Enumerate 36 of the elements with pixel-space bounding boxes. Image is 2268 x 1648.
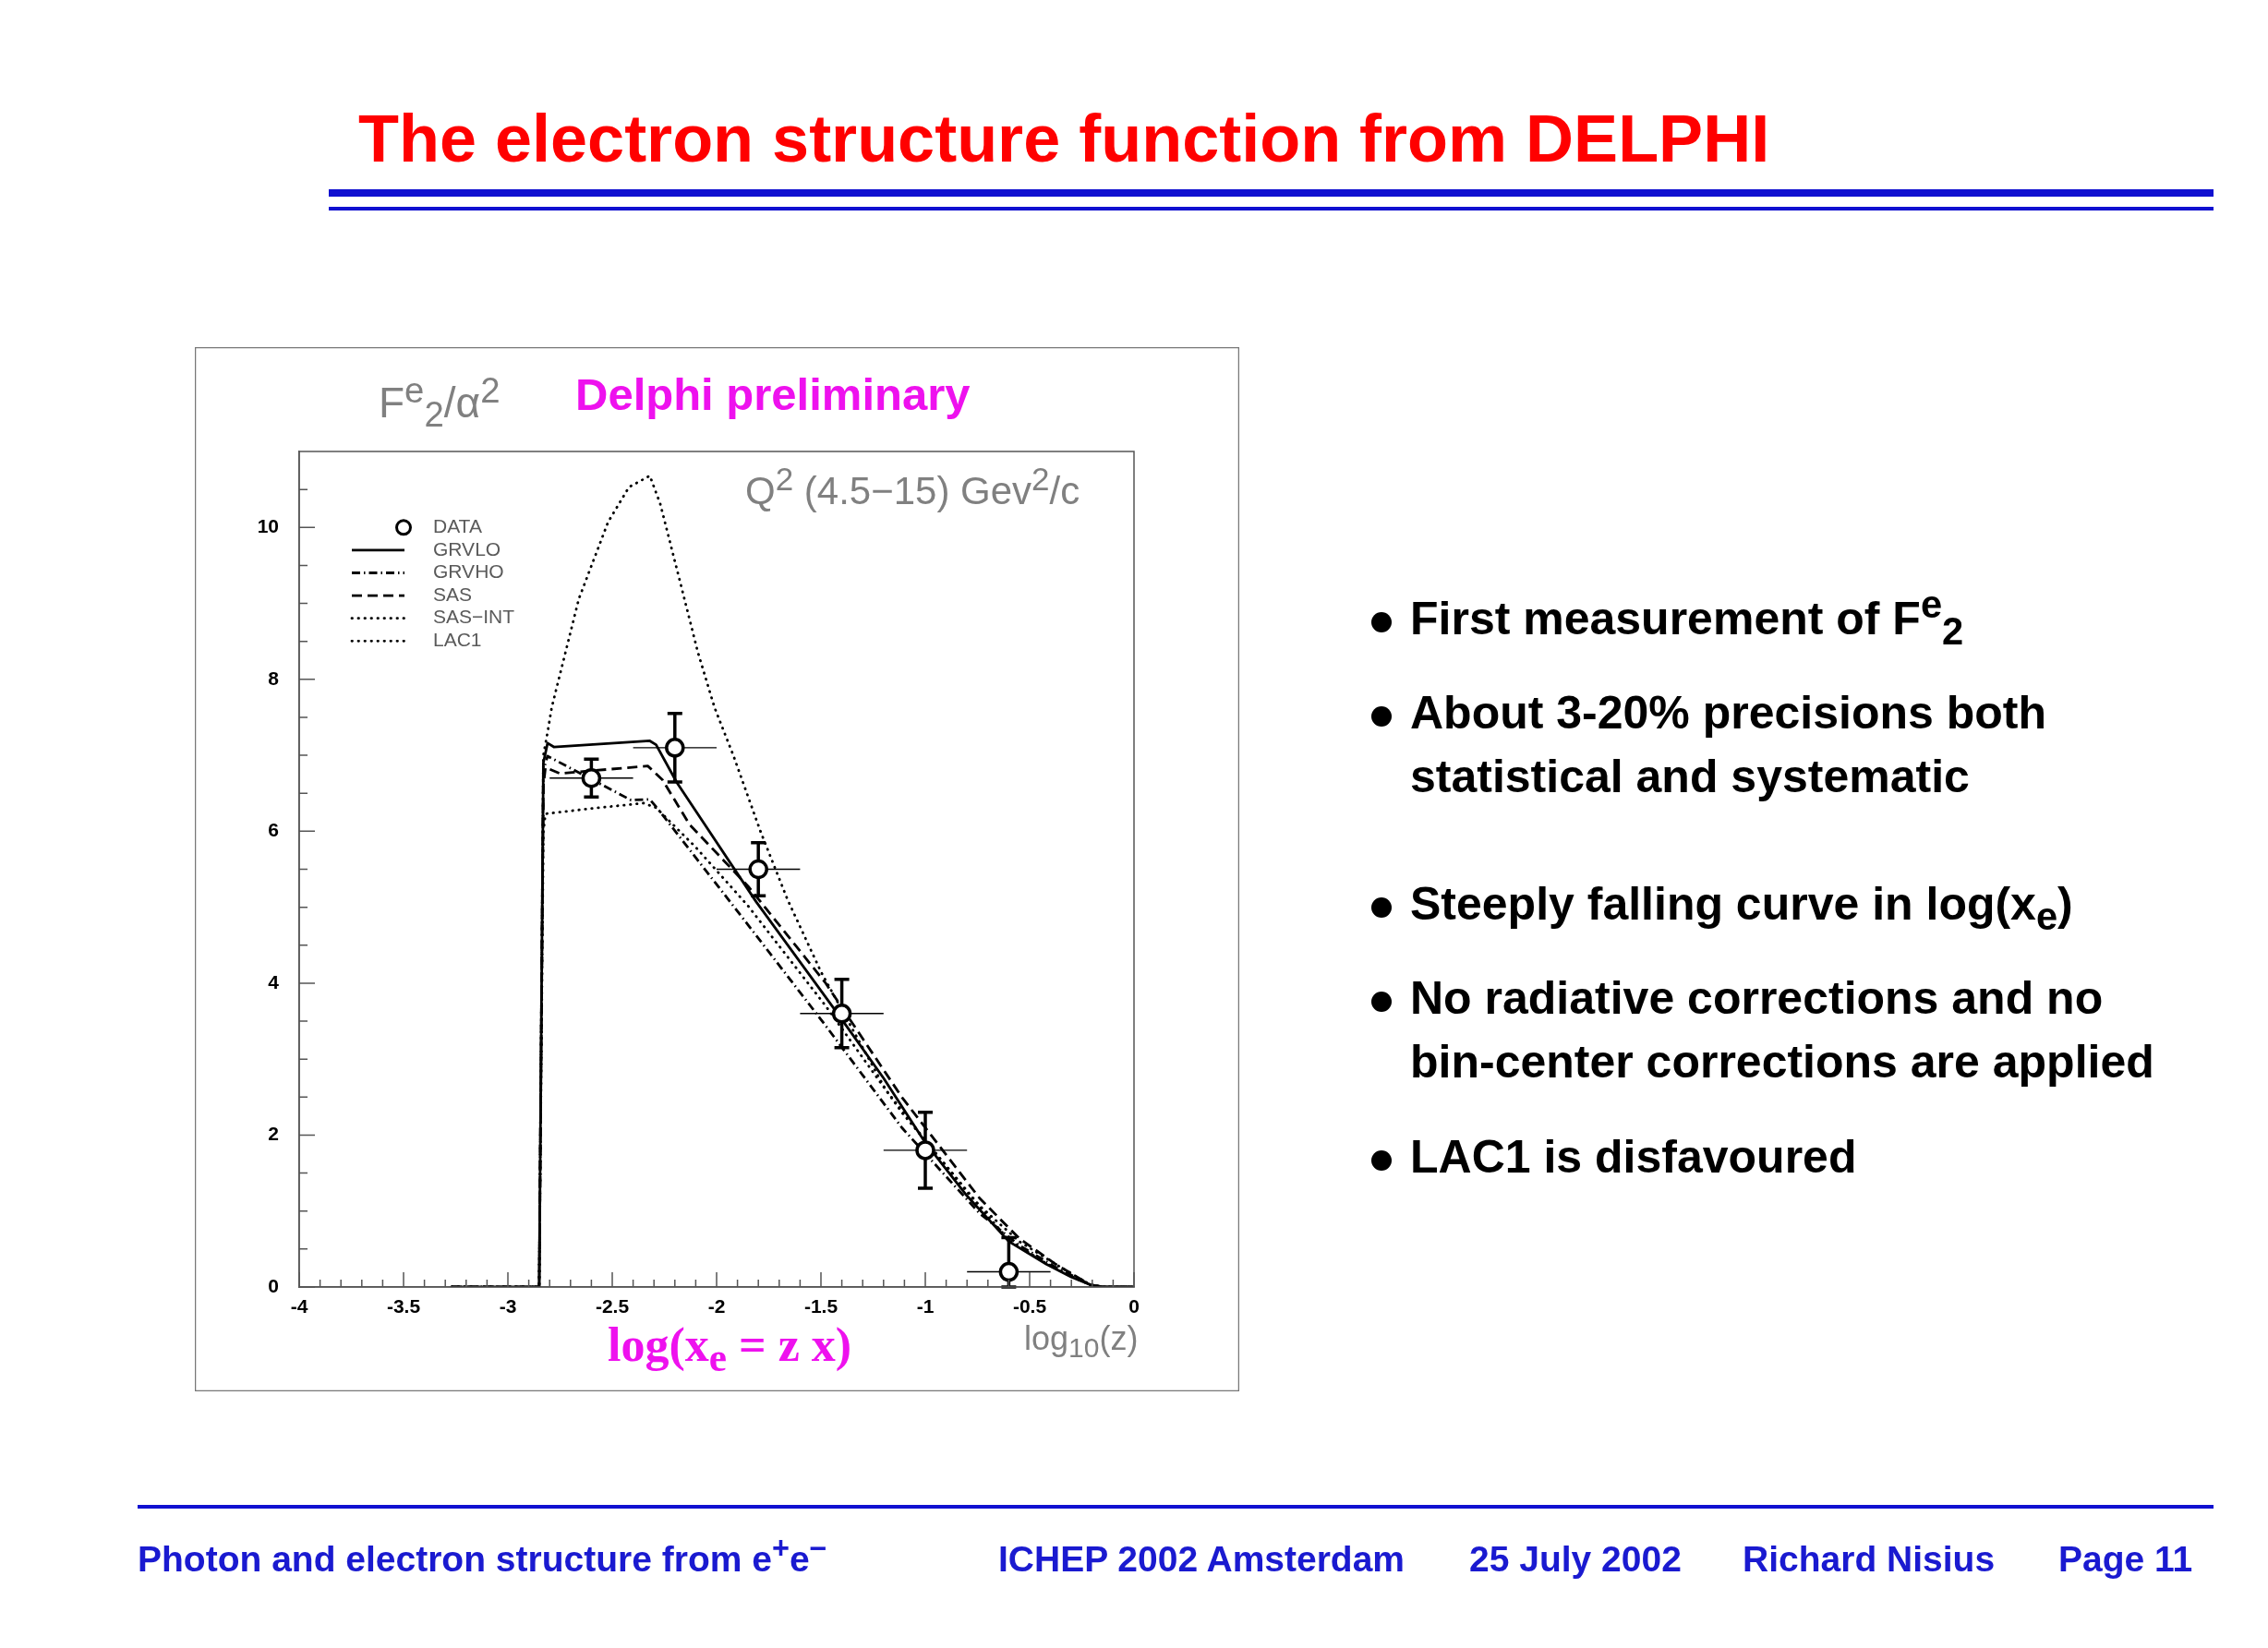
y-tick-label: 2: [268, 1123, 279, 1145]
text: LAC1 is disfavoured: [1410, 1130, 1858, 1185]
y-tick-label: 6: [268, 819, 279, 841]
x-tick-label: -1.5: [803, 1295, 838, 1317]
chart-title: The electron structure function from DELPHI: [358, 102, 1770, 175]
y-tick-label: 0: [268, 1274, 279, 1296]
y-tick-label: 4: [268, 970, 280, 992]
x-tick-label: -3: [499, 1295, 517, 1317]
text: 25 July 2002: [1469, 1539, 1682, 1579]
x-tick-label: -0.5: [1012, 1295, 1047, 1317]
legend-label: DATA: [433, 515, 482, 537]
legend-label: SAS: [433, 583, 473, 605]
x-tick-label: -3.5: [386, 1295, 421, 1317]
text: Steeply falling curve in log(x$_{e}$): [1410, 877, 2074, 938]
x-axis-title: log$_{10}$(z): [1024, 1319, 1139, 1364]
text: Richard Nisius: [1743, 1539, 1996, 1579]
text: log(x$_{e}$ = z x): [608, 1318, 852, 1380]
x-tick-label: -2: [707, 1295, 726, 1317]
text: No radiative corrections and no bin-center corrections are applied: [1410, 971, 2155, 1089]
text: Delphi preliminary: [575, 369, 971, 419]
x-tick-label: -4: [290, 1295, 308, 1317]
x-tick-label: -2.5: [595, 1295, 630, 1317]
text: About 3-20% precisions both statistical and systematic: [1410, 686, 2047, 804]
y-axis-title: F$^{e}$$_{2}$/α$^{2}$: [379, 369, 501, 435]
text: Page 11: [2058, 1539, 2193, 1579]
x-tick-label: 0: [1128, 1295, 1140, 1317]
legend-label: GRVLO: [433, 537, 501, 559]
annotation: Q$^{2}$ (4.5−15) Gev$^{2}$/c: [745, 461, 1080, 512]
x-tick-label: -1: [916, 1295, 935, 1317]
legend-label: SAS−INT: [433, 606, 515, 628]
y-tick-label: 10: [257, 515, 279, 537]
text: ICHEP 2002 Amsterdam: [998, 1539, 1405, 1579]
legend-label: GRVHO: [433, 560, 504, 583]
legend-label: LAC1: [433, 629, 482, 651]
y-tick-label: 8: [268, 667, 280, 689]
text: Photon and electron structure from e$^{+}$e$^{−}$: [138, 1532, 827, 1579]
